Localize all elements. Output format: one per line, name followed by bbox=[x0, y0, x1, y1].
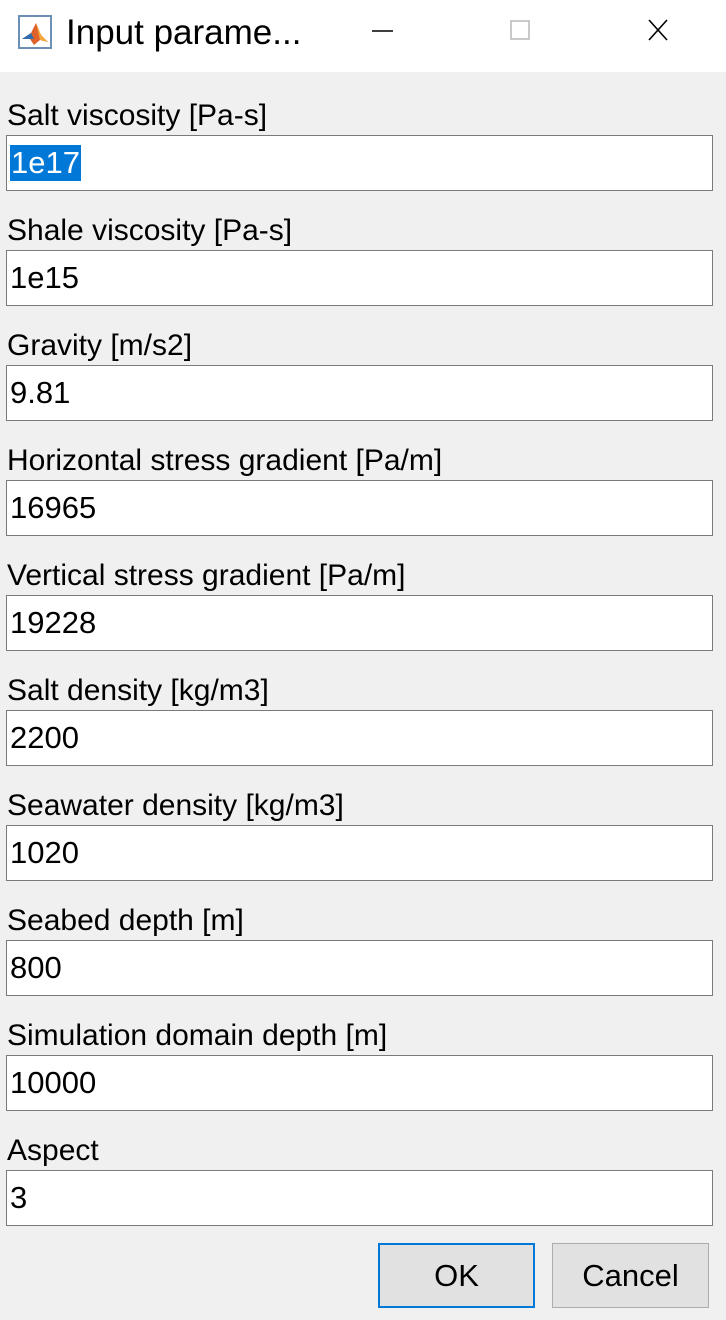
matlab-icon bbox=[18, 15, 52, 49]
minimize-icon bbox=[372, 30, 393, 32]
window-title: Input parame... bbox=[66, 13, 302, 52]
maximize-button[interactable] bbox=[470, 0, 570, 64]
input-salt-viscosity[interactable]: 1e17 bbox=[6, 135, 713, 191]
input-vertical-stress-gradient[interactable]: 19228 bbox=[6, 595, 713, 651]
cancel-button[interactable]: Cancel bbox=[552, 1243, 709, 1308]
field-label-horizontal-stress-gradient: Horizontal stress gradient [Pa/m] bbox=[7, 444, 443, 477]
input-simulation-domain-depth[interactable]: 10000 bbox=[6, 1055, 713, 1111]
field-value: 1e17 bbox=[10, 145, 81, 181]
field-label-salt-viscosity: Salt viscosity [Pa-s] bbox=[7, 99, 268, 132]
field-label-gravity: Gravity [m/s2] bbox=[7, 329, 193, 362]
input-horizontal-stress-gradient[interactable]: 16965 bbox=[6, 480, 713, 536]
close-button[interactable] bbox=[608, 0, 708, 64]
field-label-seabed-depth: Seabed depth [m] bbox=[7, 904, 244, 937]
input-aspect[interactable]: 3 bbox=[6, 1170, 713, 1226]
field-value: 800 bbox=[10, 950, 62, 985]
input-seawater-density[interactable]: 1020 bbox=[6, 825, 713, 881]
field-value: 19228 bbox=[10, 605, 97, 640]
field-value: 16965 bbox=[10, 490, 97, 525]
field-value: 9.81 bbox=[10, 375, 71, 410]
input-shale-viscosity[interactable]: 1e15 bbox=[6, 250, 713, 306]
input-gravity[interactable]: 9.81 bbox=[6, 365, 713, 421]
close-icon bbox=[648, 19, 668, 41]
ok-button[interactable]: OK bbox=[378, 1243, 535, 1308]
field-value: 10000 bbox=[10, 1065, 97, 1100]
minimize-button[interactable] bbox=[332, 0, 432, 64]
field-label-shale-viscosity: Shale viscosity [Pa-s] bbox=[7, 214, 293, 247]
field-value: 2200 bbox=[10, 720, 79, 755]
field-label-seawater-density: Seawater density [kg/m3] bbox=[7, 789, 344, 822]
field-label-aspect: Aspect bbox=[7, 1134, 99, 1167]
maximize-icon bbox=[510, 20, 530, 40]
input-seabed-depth[interactable]: 800 bbox=[6, 940, 713, 996]
field-label-vertical-stress-gradient: Vertical stress gradient [Pa/m] bbox=[7, 559, 406, 592]
field-value: 1020 bbox=[10, 835, 79, 870]
input-salt-density[interactable]: 2200 bbox=[6, 710, 713, 766]
field-value: 3 bbox=[10, 1180, 28, 1215]
field-label-salt-density: Salt density [kg/m3] bbox=[7, 674, 269, 707]
field-label-simulation-domain-depth: Simulation domain depth [m] bbox=[7, 1019, 388, 1052]
title-bar[interactable]: Input parame... bbox=[0, 0, 726, 72]
field-value: 1e15 bbox=[10, 260, 79, 295]
